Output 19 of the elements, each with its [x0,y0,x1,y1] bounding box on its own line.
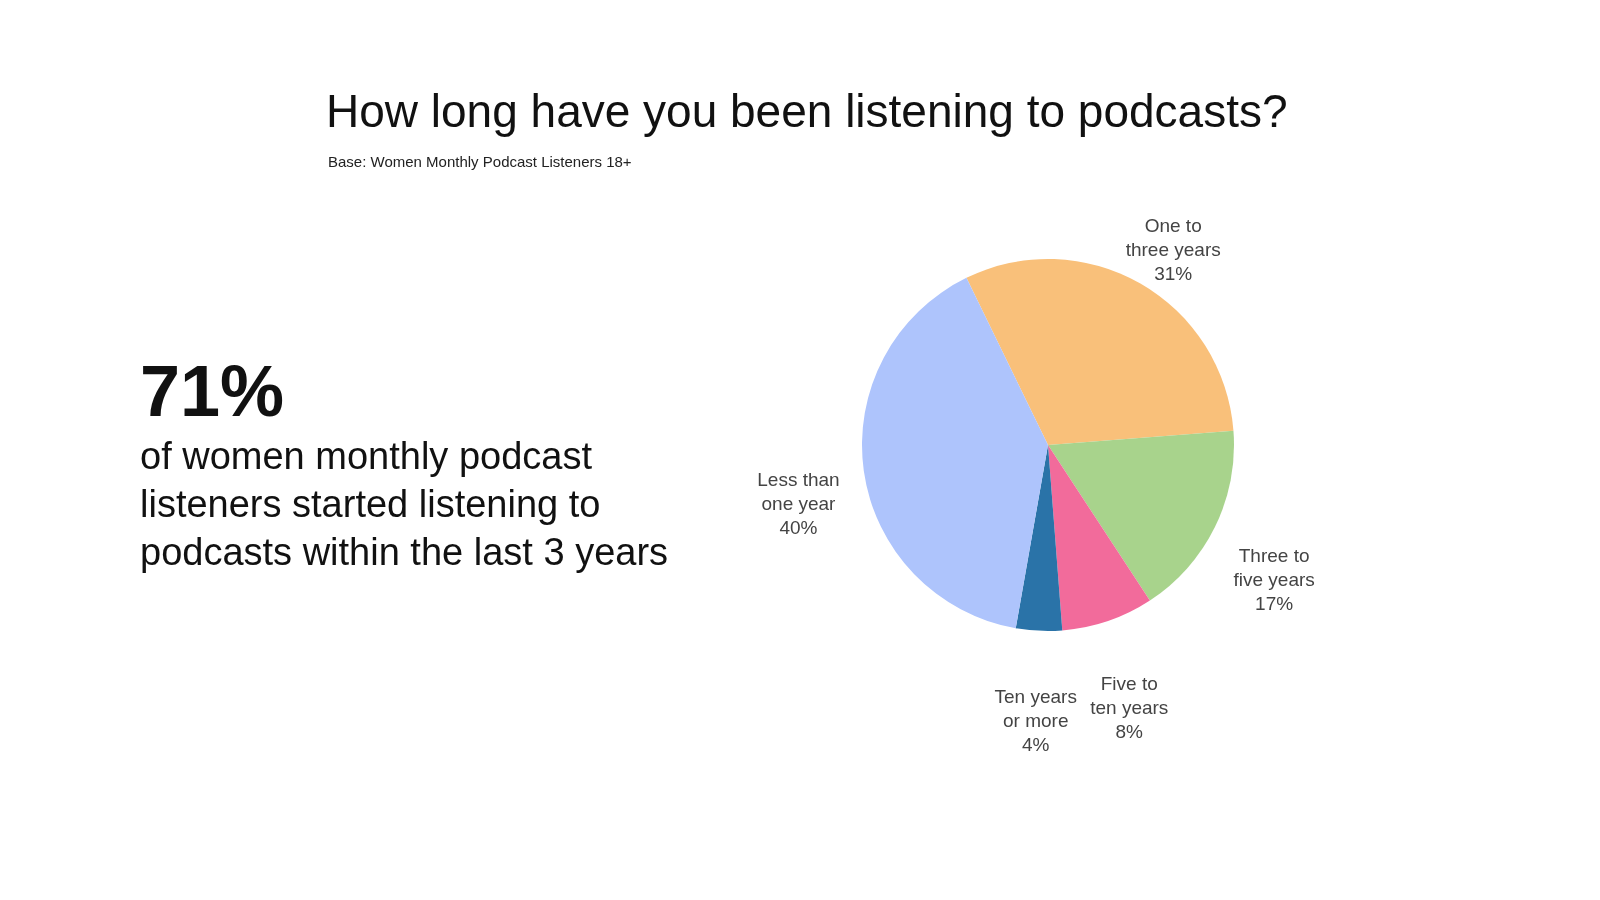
chart-title: How long have you been listening to podcasts? [326,84,1288,138]
slice-label: Five to ten years [1090,672,1169,718]
pie-slice [1015,445,1063,631]
data-label: 8% [1115,720,1144,742]
pie-slice [1048,430,1234,601]
data-label: 17% [1255,593,1294,615]
slice-label: One to three years [1125,215,1221,261]
data-label: 40% [779,517,818,539]
pie-slice [966,259,1234,445]
data-label: 31% [1154,263,1193,285]
text: of women monthly podcast listeners started listening to podcasts within the last 3 years [140,434,670,575]
pie-slice [862,277,1048,629]
text: 71% [140,350,285,432]
slice-label: Three to five years [1233,545,1315,591]
slice-label: Ten years or more [994,685,1077,731]
slice-label: Less than one year [757,469,840,515]
data-label: 4% [1022,733,1050,755]
text: Base: Women Monthly Podcast Listeners 18+ [328,153,632,170]
pie-slice [1048,445,1150,631]
